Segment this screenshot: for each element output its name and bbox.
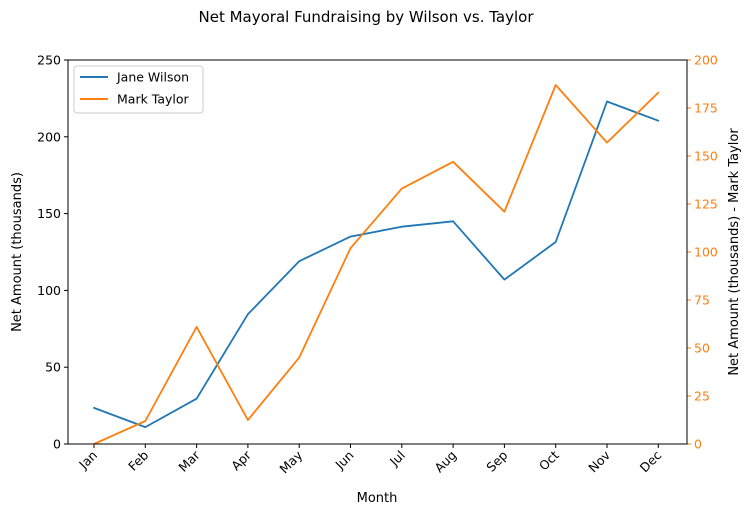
x-tick-label: Apr [228, 447, 255, 474]
x-tick-label: Jun [331, 448, 356, 473]
y-axis-label-left: Net Amount (thousands) [10, 172, 25, 332]
y-tick-label-left: 100 [37, 283, 61, 298]
x-tick-label: Feb [125, 447, 151, 473]
legend-label-wilson: Jane Wilson [116, 70, 189, 85]
y-tick-label-left: 250 [37, 53, 61, 68]
y-tick-label-left: 50 [45, 360, 61, 375]
y-tick-label-left: 0 [53, 437, 61, 452]
legend-label-taylor: Mark Taylor [117, 92, 190, 107]
y-tick-label-right: 200 [694, 53, 718, 68]
x-tick-label: Jul [386, 448, 408, 470]
y-tick-label-right: 100 [694, 245, 718, 260]
y-tick-label-right: 150 [694, 149, 718, 164]
x-tick-label: Aug [431, 448, 459, 476]
y-tick-label-right: 50 [694, 341, 710, 356]
y-tick-label-right: 175 [694, 101, 718, 116]
y-tick-label-right: 75 [694, 293, 710, 308]
x-tick-label: May [276, 447, 305, 476]
series-line-wilson [93, 100, 660, 429]
y-tick-label-left: 150 [37, 206, 61, 221]
series-line-taylor [93, 84, 660, 445]
y-tick-label-right: 125 [694, 197, 718, 212]
chart-title: Net Mayoral Fundraising by Wilson vs. Ta… [199, 8, 535, 26]
x-tick-label: Dec [637, 447, 665, 475]
x-tick-label: Nov [585, 447, 613, 475]
y-tick-label-right: 0 [694, 437, 702, 452]
x-tick-label: Sep [483, 447, 510, 474]
y-tick-label-right: 25 [694, 389, 710, 404]
x-tick-label: Mar [175, 447, 203, 475]
x-tick-label: Jan [75, 448, 100, 473]
x-axis-label: Month [357, 491, 398, 506]
y-tick-label-left: 200 [37, 129, 61, 144]
legend: Jane Wilson Mark Taylor [73, 65, 204, 114]
plot-area: 0 50 100 150 200 250 0 25 50 75 100 125 150 175 200 Jan… [37, 53, 718, 477]
x-tick-label: Oct [536, 447, 562, 473]
y-axis-label-right: Net Amount (thousands) - Mark Taylor [727, 128, 742, 376]
plot-frame [67, 59, 688, 445]
